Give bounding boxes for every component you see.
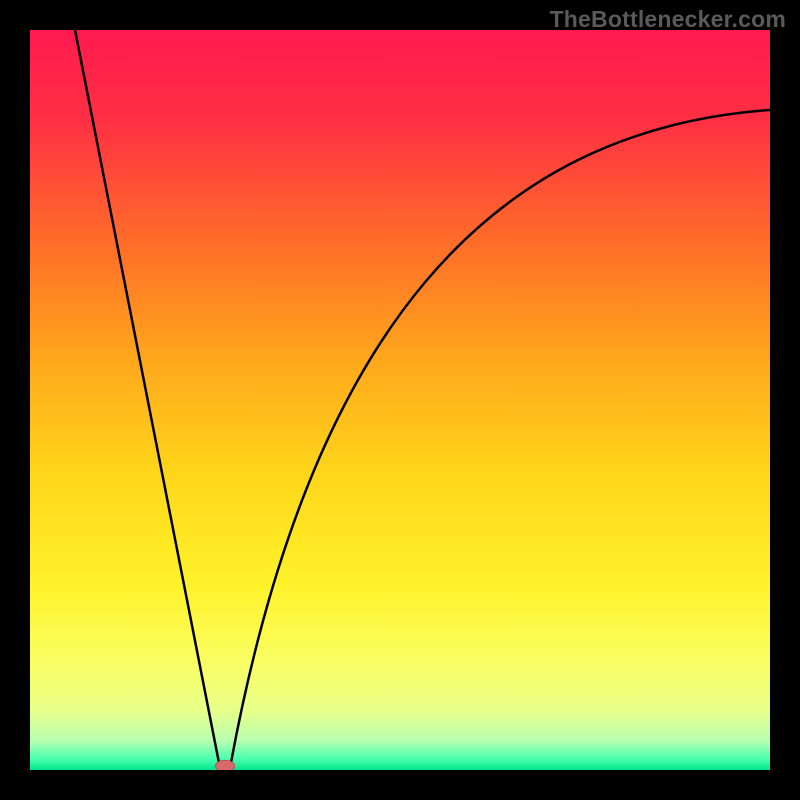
- bottleneck-curve: [75, 30, 770, 768]
- plot-area: [30, 30, 770, 770]
- optimum-marker: [215, 760, 234, 770]
- watermark: TheBottlenecker.com: [550, 6, 786, 33]
- curve-layer: [30, 30, 770, 770]
- chart-container: TheBottlenecker.com: [0, 0, 800, 800]
